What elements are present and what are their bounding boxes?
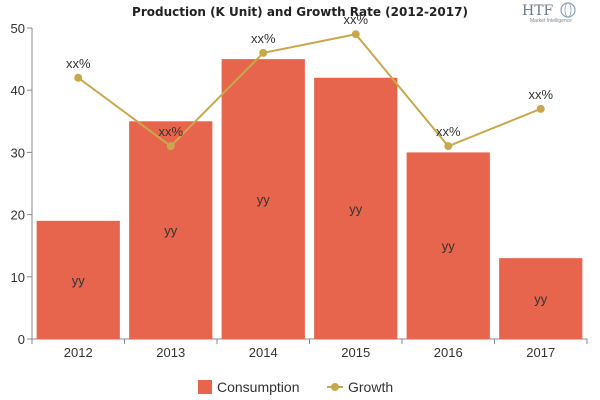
growth-point-2016 (444, 142, 453, 151)
legend[interactable]: Consumption Growth (198, 379, 393, 395)
bar-data-label: yy (534, 292, 548, 307)
growth-point-2014 (259, 48, 268, 57)
growth-point-2012 (74, 73, 83, 82)
x-tick-label: 2014 (249, 345, 278, 360)
growth-data-label: xx% (251, 31, 276, 46)
x-tick-label: 2015 (341, 345, 370, 360)
y-tick-label: 20 (11, 208, 25, 223)
growth-point-2017 (536, 104, 545, 113)
legend-marker-growth (331, 383, 339, 391)
legend-item-growth[interactable]: Growth (327, 379, 393, 395)
bar-2013 (129, 121, 213, 339)
bar-labels: yy yy yy yy yy yy (72, 192, 548, 307)
globe-icon (560, 2, 576, 18)
y-tick-label: 40 (11, 83, 25, 98)
bar-data-label: yy (257, 192, 271, 207)
growth-data-label: xx% (436, 124, 461, 139)
growth-data-label: xx% (528, 87, 553, 102)
growth-data-label: xx% (66, 56, 91, 71)
bars (36, 59, 583, 339)
bar-2014 (221, 59, 305, 339)
logo-text: HTF (522, 3, 554, 19)
legend-label-growth: Growth (348, 379, 393, 395)
y-axis: 0 10 20 30 40 50 (11, 21, 33, 347)
legend-label-consumption: Consumption (217, 379, 300, 395)
bar-2016 (406, 152, 490, 339)
y-tick-label: 0 (18, 332, 25, 347)
bar-data-label: yy (164, 223, 178, 238)
htf-logo: HTF Market Intelligence (522, 2, 576, 24)
bar-2012 (36, 220, 120, 339)
bar-data-label: yy (349, 201, 363, 216)
growth-data-label: xx% (158, 124, 183, 139)
y-tick-label: 10 (11, 270, 25, 285)
bar-2015 (314, 77, 398, 339)
x-tick-label: 2016 (434, 345, 463, 360)
y-tick-label: 30 (11, 145, 25, 160)
line-labels: xx% xx% xx% xx% xx% xx% (66, 12, 554, 139)
bar-data-label: yy (442, 239, 456, 254)
growth-data-label: xx% (343, 12, 368, 27)
logo-subtext: Market Intelligence (530, 18, 572, 24)
legend-swatch-consumption (198, 380, 212, 394)
x-tick-label: 2013 (156, 345, 185, 360)
x-tick-label: 2012 (64, 345, 93, 360)
bar-data-label: yy (72, 273, 86, 288)
chart-title: Production (K Unit) and Growth Rate (201… (132, 5, 468, 19)
x-axis: 2012 2013 2014 2015 2016 2017 (31, 338, 588, 360)
y-tick-label: 50 (11, 21, 25, 36)
growth-line (77, 33, 542, 148)
growth-point-2015 (351, 30, 360, 39)
growth-line-series (74, 30, 545, 151)
x-tick-label: 2017 (526, 345, 555, 360)
bar-2017 (499, 258, 583, 339)
growth-point-2013 (166, 142, 175, 151)
legend-item-consumption[interactable]: Consumption (198, 379, 300, 395)
